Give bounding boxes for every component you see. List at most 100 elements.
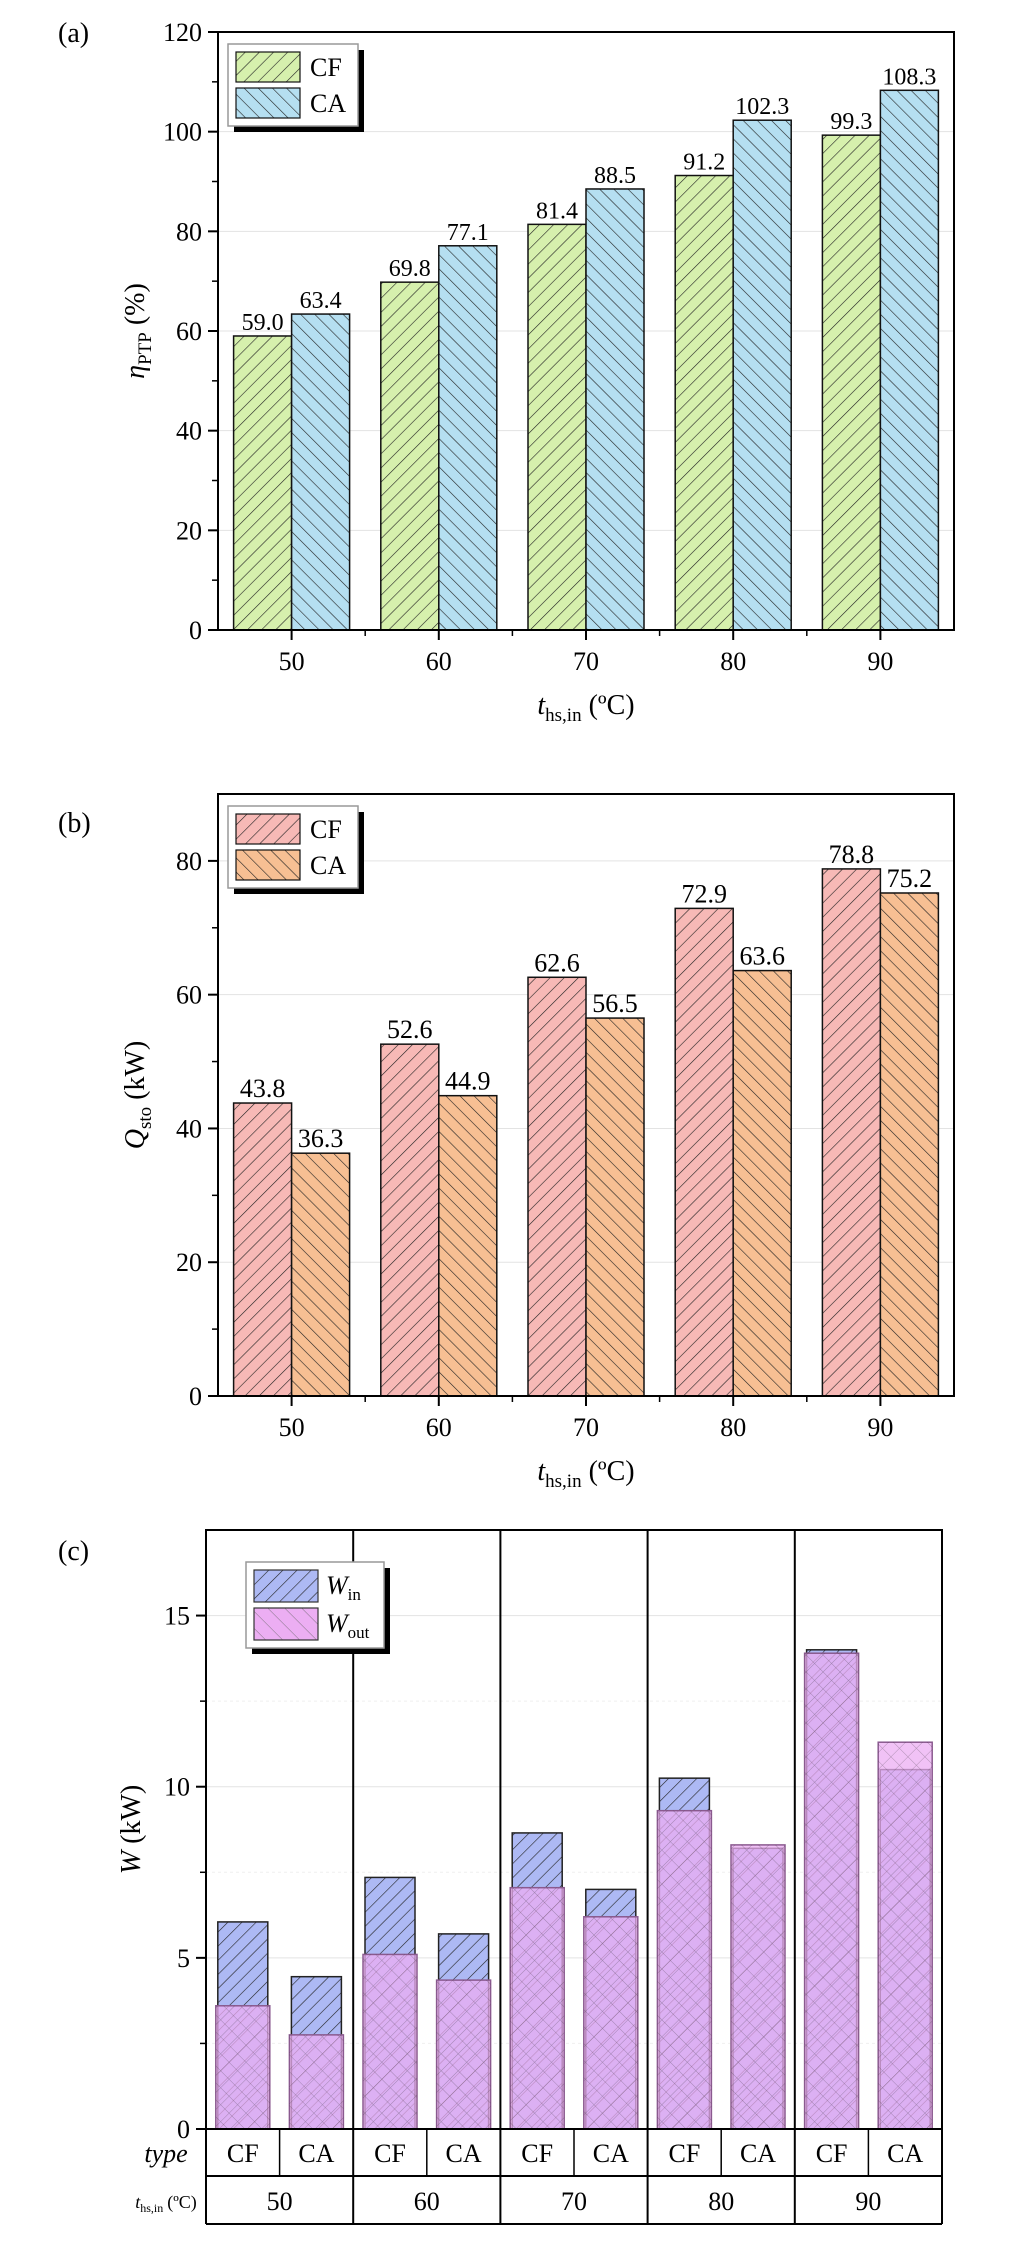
table-type-label: CF (374, 2139, 406, 2168)
table-type-label: CA (593, 2139, 629, 2168)
y-tick-label: 15 (164, 1602, 190, 1631)
legend-label: CF (310, 53, 342, 82)
bars (232, 868, 940, 1397)
bar-wout-hatch (215, 2005, 270, 2129)
legend-swatch (235, 51, 301, 83)
x-axis-label-subscript: hs,in (545, 1471, 582, 1492)
row-label-temperature-unit: (ºC) (167, 2192, 197, 2213)
legend-swatch (235, 849, 301, 881)
bar (879, 89, 940, 631)
x-axis-label-symbol: t (537, 690, 546, 721)
bar-wout-hatch (878, 1742, 933, 2129)
chart-panel-a: (a) 59.0 69.8 81.4 91.2 99.3 63.4 77.1 88.5 102.… (58, 18, 955, 726)
x-tick-label: 90 (867, 1413, 893, 1442)
bar (585, 1017, 645, 1397)
y-tick-label: 60 (176, 981, 202, 1010)
y-axis-label-unit: (kW) (120, 1041, 151, 1100)
bar (380, 1043, 440, 1397)
bar-value-label: 102.3 (735, 94, 789, 120)
legend-label-symbol: W (326, 1609, 350, 1638)
x-tick-label: 70 (573, 647, 599, 676)
bar-value-label: 44.9 (445, 1067, 491, 1096)
table-group-label: 60 (414, 2187, 440, 2216)
bar (879, 892, 940, 1397)
y-tick-label: 5 (177, 1944, 190, 1973)
y-tick-label: 20 (176, 1248, 202, 1277)
bar-value-label: 62.6 (534, 948, 580, 977)
x-tick-label: 70 (573, 1413, 599, 1442)
bar-value-label: 81.4 (536, 198, 578, 224)
y-tick-label: 120 (163, 18, 202, 47)
y-tick-label: 40 (176, 1114, 202, 1143)
table-type-label: CF (521, 2139, 553, 2168)
y-tick-label: 60 (176, 317, 202, 346)
y-tick-labels: 0 5 10 15 (164, 1602, 190, 2144)
bar-value-label: 63.6 (739, 942, 785, 971)
legend-label: CF (310, 815, 342, 844)
bar-wout-hatch (657, 1810, 712, 2129)
bars (232, 89, 940, 631)
bar (732, 119, 792, 631)
bar-wout-hatch (731, 1844, 785, 2129)
legend-swatch (253, 1569, 319, 1603)
bar-value-label: 99.3 (830, 109, 872, 135)
bar-value-labels: 59.0 69.8 81.4 91.2 99.3 63.4 77.1 88.5 102.3 108… (242, 64, 937, 336)
bar-value-labels: 43.8 52.6 62.6 72.9 78.8 36.3 44.9 56.5 63.6 75.2 (240, 840, 932, 1153)
legend-label: Wout (326, 1609, 370, 1642)
table-type-label: CA (887, 2139, 923, 2168)
bar (732, 969, 792, 1397)
bar (821, 134, 882, 631)
bar-value-label: 88.5 (594, 163, 636, 189)
table-group-label: 70 (561, 2187, 587, 2216)
bar (438, 1094, 498, 1397)
group-dividers (352, 1530, 796, 2129)
bar-value-label: 77.1 (447, 220, 489, 246)
table-type-label: CA (298, 2139, 334, 2168)
legend: CF CA (227, 805, 364, 894)
y-tick-label: 80 (176, 847, 202, 876)
bar (527, 223, 587, 631)
bar-value-label: 63.4 (300, 288, 342, 314)
bar-value-label: 56.5 (592, 989, 638, 1018)
x-tick-label: 90 (867, 647, 893, 676)
bar-wout-hatch (436, 1980, 491, 2129)
y-tick-labels: 0 20 40 60 80 100 120 (163, 18, 202, 645)
y-tick-label: 0 (189, 1382, 202, 1411)
bar-value-label: 59.0 (242, 310, 284, 336)
table-type-label: CA (446, 2139, 482, 2168)
row-label-temperature-symbol: t (135, 2192, 141, 2212)
bar (290, 313, 351, 631)
row-label-temperature: ths,in (ºC) (135, 2192, 197, 2215)
bar (674, 174, 734, 631)
y-tick-label: 0 (177, 2115, 190, 2144)
bar-wout-hatch (363, 1954, 417, 2129)
x-axis-label-subscript: hs,in (545, 705, 582, 726)
legend-label-symbol: W (326, 1571, 350, 1600)
legend-swatch (235, 87, 301, 119)
bars (215, 1649, 933, 2130)
x-axis-label: ths,in (ºC) (537, 1456, 634, 1492)
bar (232, 1102, 293, 1397)
axis-ticks (208, 31, 882, 640)
y-axis-label-subscript: PTP (135, 332, 156, 365)
bar (585, 188, 645, 631)
y-tick-label: 0 (189, 616, 202, 645)
bar-value-label: 108.3 (882, 64, 936, 90)
bar (380, 281, 440, 631)
y-axis-label-subscript: sto (135, 1107, 156, 1129)
table-type-label: CF (668, 2139, 700, 2168)
bar-wout-hatch (289, 2034, 344, 2129)
bar-value-label: 78.8 (829, 840, 875, 869)
y-axis-label-unit: (kW) (116, 1785, 147, 1844)
y-tick-label: 100 (163, 118, 202, 147)
y-axis-label-symbol: η (120, 365, 151, 379)
x-tick-label: 60 (426, 647, 452, 676)
table-group-label: 90 (855, 2187, 881, 2216)
bar (232, 335, 293, 631)
legend-label-subscript: out (348, 1623, 370, 1642)
x-tick-label: 80 (720, 1413, 746, 1442)
bar-value-label: 36.3 (298, 1124, 344, 1153)
y-axis-label: W (kW) (116, 1785, 147, 1874)
